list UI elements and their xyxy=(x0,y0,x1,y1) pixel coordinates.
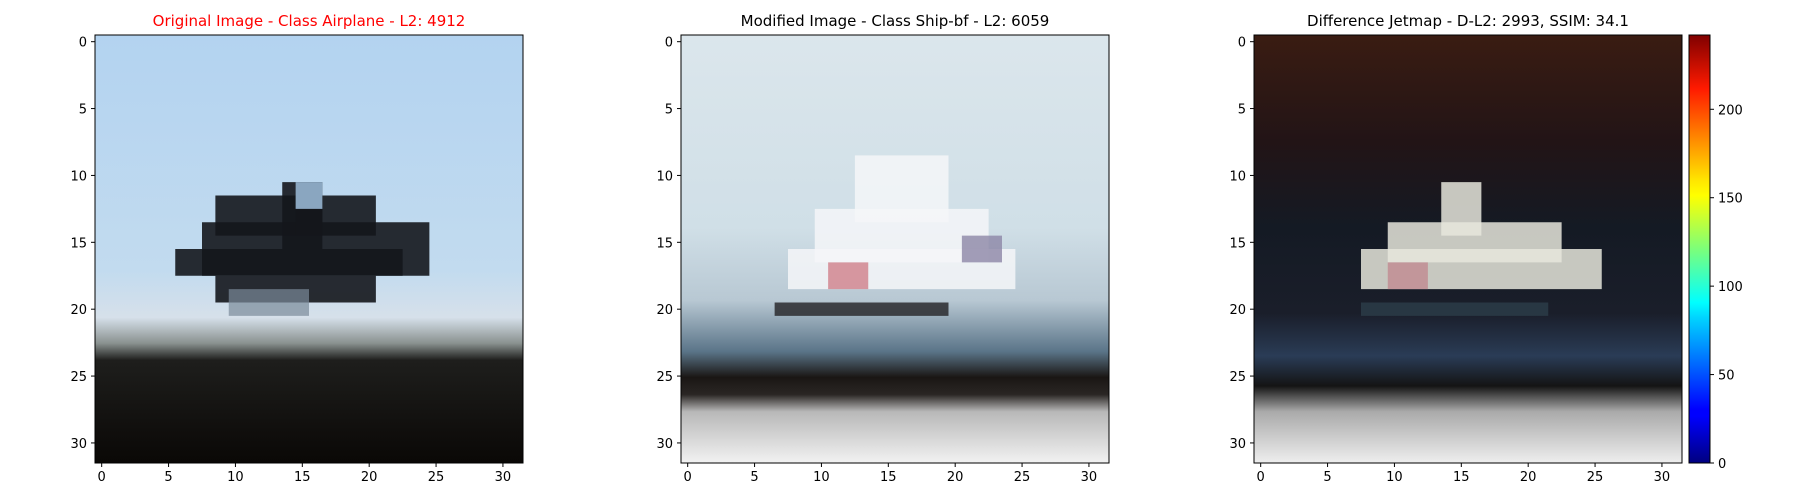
y-tick-label: 10 xyxy=(1229,169,1246,184)
x-tick-label: 10 xyxy=(813,470,830,485)
y-tick-label: 15 xyxy=(656,236,673,251)
colorbar-tick-label: 200 xyxy=(1718,103,1743,118)
x-tick-label: 15 xyxy=(880,470,897,485)
x-tick-label: 20 xyxy=(361,470,378,485)
y-tick-label: 20 xyxy=(70,303,87,318)
x-tick-label: 25 xyxy=(428,470,445,485)
axes-frame xyxy=(1253,34,1683,464)
x-tick-label: 0 xyxy=(1257,470,1265,485)
y-tick-label: 15 xyxy=(1229,236,1246,251)
y-tick-label: 15 xyxy=(70,236,87,251)
x-tick-label: 5 xyxy=(1323,470,1331,485)
colorbar-tick-label: 50 xyxy=(1718,369,1735,384)
x-tick-label: 30 xyxy=(1081,470,1098,485)
x-tick-label: 20 xyxy=(947,470,964,485)
x-tick-label: 0 xyxy=(684,470,692,485)
axes-frame xyxy=(680,34,1110,464)
y-tick-label: 10 xyxy=(70,169,87,184)
y-tick-label: 30 xyxy=(1229,437,1246,452)
x-tick-label: 0 xyxy=(98,470,106,485)
y-tick-label: 30 xyxy=(656,437,673,452)
colorbar-tick-label: 0 xyxy=(1718,457,1726,472)
chart-title: Difference Jetmap - D-L2: 2993, SSIM: 34… xyxy=(1307,12,1629,30)
y-tick-label: 0 xyxy=(79,36,87,51)
x-tick-label: 10 xyxy=(227,470,244,485)
y-tick-label: 25 xyxy=(1229,370,1246,385)
x-tick-label: 5 xyxy=(164,470,172,485)
x-tick-label: 20 xyxy=(1520,470,1537,485)
y-tick-label: 5 xyxy=(1238,103,1246,118)
x-tick-label: 15 xyxy=(1453,470,1470,485)
y-tick-label: 20 xyxy=(656,303,673,318)
x-tick-label: 5 xyxy=(750,470,758,485)
image-content xyxy=(681,35,1109,463)
y-tick-label: 25 xyxy=(656,370,673,385)
y-tick-label: 0 xyxy=(1238,36,1246,51)
y-tick-label: 5 xyxy=(79,103,87,118)
image-content xyxy=(95,35,523,463)
y-tick-label: 5 xyxy=(665,103,673,118)
colorbar: 0 50 100 150 200 xyxy=(1688,34,1743,472)
chart-title: Modified Image - Class Ship-bf - L2: 605… xyxy=(741,12,1050,30)
y-tick-label: 20 xyxy=(1229,303,1246,318)
difference-jetmap-panel: 0 5 10 15 20 25 30 0 5 10 15 20 25 30 Difference Jetma… xyxy=(1229,12,1683,485)
image-content xyxy=(1254,35,1682,463)
x-tick-label: 15 xyxy=(294,470,311,485)
x-tick-label: 25 xyxy=(1587,470,1604,485)
axes-frame xyxy=(94,34,524,464)
modified-image-panel: 0 5 10 15 20 25 30 0 5 10 15 20 25 30 Modified Image -… xyxy=(656,12,1110,485)
y-tick-label: 25 xyxy=(70,370,87,385)
colorbar-tick-label: 100 xyxy=(1718,280,1743,295)
chart-title: Original Image - Class Airplane - L2: 49… xyxy=(153,12,466,30)
x-tick-label: 30 xyxy=(1654,470,1671,485)
colorbar-tick-label: 150 xyxy=(1718,192,1743,207)
x-tick-label: 30 xyxy=(495,470,512,485)
original-image-panel: 0 5 10 15 20 25 30 0 5 10 15 20 25 30 Original Image -… xyxy=(70,12,524,485)
y-tick-label: 0 xyxy=(665,36,673,51)
x-tick-label: 25 xyxy=(1014,470,1031,485)
y-tick-label: 10 xyxy=(656,169,673,184)
x-tick-label: 10 xyxy=(1386,470,1403,485)
y-tick-label: 30 xyxy=(70,437,87,452)
